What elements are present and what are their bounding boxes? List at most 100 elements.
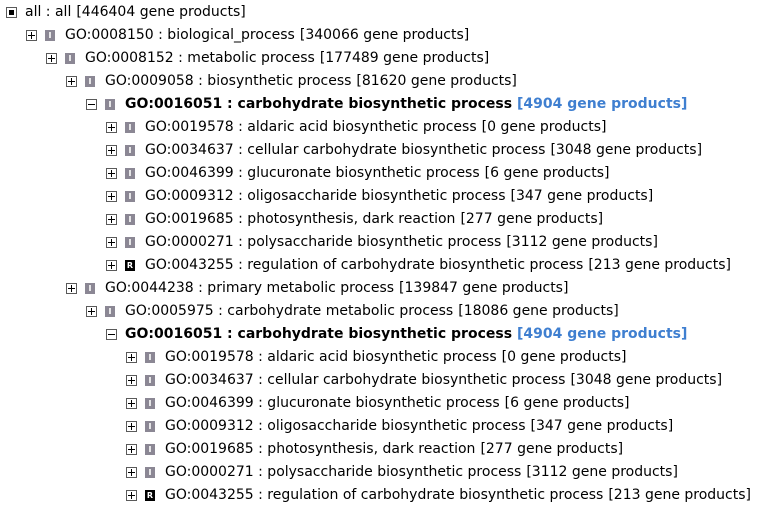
- term-label[interactable]: GO:0043255 : regulation of carbohydrate …: [165, 487, 604, 503]
- gene-product-count: [347 gene products]: [510, 188, 654, 204]
- tree-row: I GO:0046399 : glucuronate biosynthetic p…: [126, 393, 630, 413]
- expand-toggle-icon[interactable]: [106, 236, 117, 248]
- gene-product-count: [3112 gene products]: [526, 464, 678, 480]
- is-a-relation-icon: I: [65, 52, 75, 64]
- regulates-relation-icon: R: [145, 489, 155, 501]
- term-label[interactable]: all : all: [25, 4, 72, 20]
- gene-product-count: [18086 gene products]: [458, 303, 619, 319]
- gene-product-count[interactable]: [4904 gene products]: [517, 96, 688, 112]
- is-a-relation-icon: I: [125, 167, 135, 179]
- is-a-relation-icon: I: [145, 397, 155, 409]
- gene-product-count: [213 gene products]: [588, 257, 732, 273]
- is-a-relation-icon: I: [145, 443, 155, 455]
- term-label[interactable]: GO:0044238 : primary metabolic process: [105, 280, 395, 296]
- expand-toggle-icon[interactable]: [126, 397, 137, 409]
- expand-toggle-icon[interactable]: [126, 374, 137, 386]
- tree-row: I GO:0009312 : oligosaccharide biosynthet…: [106, 186, 653, 206]
- gene-product-count: [340066 gene products]: [299, 27, 470, 43]
- is-a-relation-icon: I: [85, 75, 95, 87]
- tree-row: I GO:0019578 : aldaric acid biosynthetic …: [126, 347, 627, 367]
- is-a-relation-icon: I: [145, 351, 155, 363]
- gene-product-count: [6 gene products]: [504, 395, 630, 411]
- tree-row: I GO:0000271 : polysaccharide biosyntheti…: [106, 232, 658, 252]
- expand-toggle-icon[interactable]: [66, 75, 77, 87]
- tree-row: I GO:0034637 : cellular carbohydrate bios…: [106, 140, 702, 160]
- tree-row: I GO:0019685 : photosynthesis, dark react…: [106, 209, 603, 229]
- expand-toggle-icon[interactable]: [106, 121, 117, 133]
- term-label[interactable]: GO:0016051 : carbohydrate biosynthetic p…: [125, 326, 513, 342]
- term-label[interactable]: GO:0019578 : aldaric acid biosynthetic p…: [165, 349, 497, 365]
- is-a-relation-icon: I: [45, 29, 55, 41]
- gene-product-count: [81620 gene products]: [356, 73, 517, 89]
- is-a-relation-icon: I: [145, 420, 155, 432]
- term-label[interactable]: GO:0034637 : cellular carbohydrate biosy…: [165, 372, 566, 388]
- term-label[interactable]: GO:0008152 : metabolic process: [85, 50, 315, 66]
- term-label[interactable]: GO:0034637 : cellular carbohydrate biosy…: [145, 142, 546, 158]
- expand-toggle-icon[interactable]: [126, 443, 137, 455]
- expand-toggle-icon[interactable]: [66, 282, 77, 294]
- gene-product-count[interactable]: [4904 gene products]: [517, 326, 688, 342]
- expand-toggle-icon[interactable]: [86, 305, 97, 317]
- gene-product-count: [277 gene products]: [480, 441, 624, 457]
- term-label[interactable]: GO:0009312 : oligosaccharide biosyntheti…: [145, 188, 506, 204]
- expand-toggle-icon[interactable]: [126, 466, 137, 478]
- term-label[interactable]: GO:0000271 : polysaccharide biosynthetic…: [145, 234, 502, 250]
- collapse-toggle-icon[interactable]: [106, 328, 117, 340]
- tree-row: I GO:0009058 : biosynthetic process [81620…: [66, 71, 517, 91]
- gene-product-count: [277 gene products]: [460, 211, 604, 227]
- tree-row: I GO:0034637 : cellular carbohydrate bios…: [126, 370, 722, 390]
- regulates-relation-icon: R: [125, 259, 135, 271]
- expand-toggle-icon[interactable]: [126, 489, 137, 501]
- term-label[interactable]: GO:0000271 : polysaccharide biosynthetic…: [165, 464, 522, 480]
- is-a-relation-icon: I: [85, 282, 95, 294]
- expand-toggle-icon[interactable]: [106, 167, 117, 179]
- is-a-relation-icon: I: [145, 374, 155, 386]
- tree-row: I GO:0019578 : aldaric acid biosynthetic …: [106, 117, 607, 137]
- expand-toggle-icon[interactable]: [106, 144, 117, 156]
- expand-toggle-icon[interactable]: [126, 351, 137, 363]
- gene-product-count: [347 gene products]: [530, 418, 674, 434]
- term-label[interactable]: GO:0019578 : aldaric acid biosynthetic p…: [145, 119, 477, 135]
- term-label[interactable]: GO:0043255 : regulation of carbohydrate …: [145, 257, 584, 273]
- collapse-toggle-icon[interactable]: [6, 6, 17, 18]
- is-a-relation-icon: I: [125, 121, 135, 133]
- gene-product-count: [0 gene products]: [501, 349, 627, 365]
- is-a-relation-icon: I: [125, 236, 135, 248]
- tree-row: all : all [446404 gene products]: [6, 2, 246, 22]
- gene-product-count: [0 gene products]: [481, 119, 607, 135]
- expand-toggle-icon[interactable]: [106, 259, 117, 271]
- expand-toggle-icon[interactable]: [26, 29, 37, 41]
- term-label[interactable]: GO:0009058 : biosynthetic process: [105, 73, 352, 89]
- term-label[interactable]: GO:0046399 : glucuronate biosynthetic pr…: [165, 395, 500, 411]
- tree-row: R GO:0043255 : regulation of carbohydrate…: [106, 255, 731, 275]
- tree-row: I GO:0008152 : metabolic process [177489 g…: [46, 48, 489, 68]
- term-label[interactable]: GO:0046399 : glucuronate biosynthetic pr…: [145, 165, 480, 181]
- tree-row: I GO:0008150 : biological_process [340066 …: [26, 25, 469, 45]
- expand-toggle-icon[interactable]: [46, 52, 57, 64]
- gene-product-count: [3048 gene products]: [550, 142, 703, 158]
- term-label[interactable]: GO:0009312 : oligosaccharide biosyntheti…: [165, 418, 526, 434]
- gene-product-count: [446404 gene products]: [76, 4, 246, 20]
- tree-row: I GO:0005975 : carbohydrate metabolic pro…: [86, 301, 619, 321]
- collapse-toggle-icon[interactable]: [86, 98, 97, 110]
- gene-product-count: [3112 gene products]: [506, 234, 658, 250]
- gene-product-count: [3048 gene products]: [570, 372, 723, 388]
- term-label[interactable]: GO:0008150 : biological_process: [65, 27, 295, 43]
- expand-toggle-icon[interactable]: [106, 190, 117, 202]
- expand-toggle-icon[interactable]: [126, 420, 137, 432]
- gene-product-count: [6 gene products]: [484, 165, 610, 181]
- term-label[interactable]: GO:0019685 : photosynthesis, dark reacti…: [145, 211, 456, 227]
- is-a-relation-icon: I: [125, 190, 135, 202]
- gene-product-count: [139847 gene products]: [399, 280, 569, 296]
- is-a-relation-icon: I: [125, 144, 135, 156]
- tree-row: I GO:0019685 : photosynthesis, dark react…: [126, 439, 623, 459]
- tree-row: I GO:0009312 : oligosaccharide biosynthet…: [126, 416, 673, 436]
- term-label[interactable]: GO:0005975 : carbohydrate metabolic proc…: [125, 303, 454, 319]
- is-a-relation-icon: I: [125, 213, 135, 225]
- term-label[interactable]: GO:0019685 : photosynthesis, dark reacti…: [165, 441, 476, 457]
- expand-toggle-icon[interactable]: [106, 213, 117, 225]
- is-a-relation-icon: I: [145, 466, 155, 478]
- term-label[interactable]: GO:0016051 : carbohydrate biosynthetic p…: [125, 96, 513, 112]
- tree-row: I GO:0046399 : glucuronate biosynthetic p…: [106, 163, 610, 183]
